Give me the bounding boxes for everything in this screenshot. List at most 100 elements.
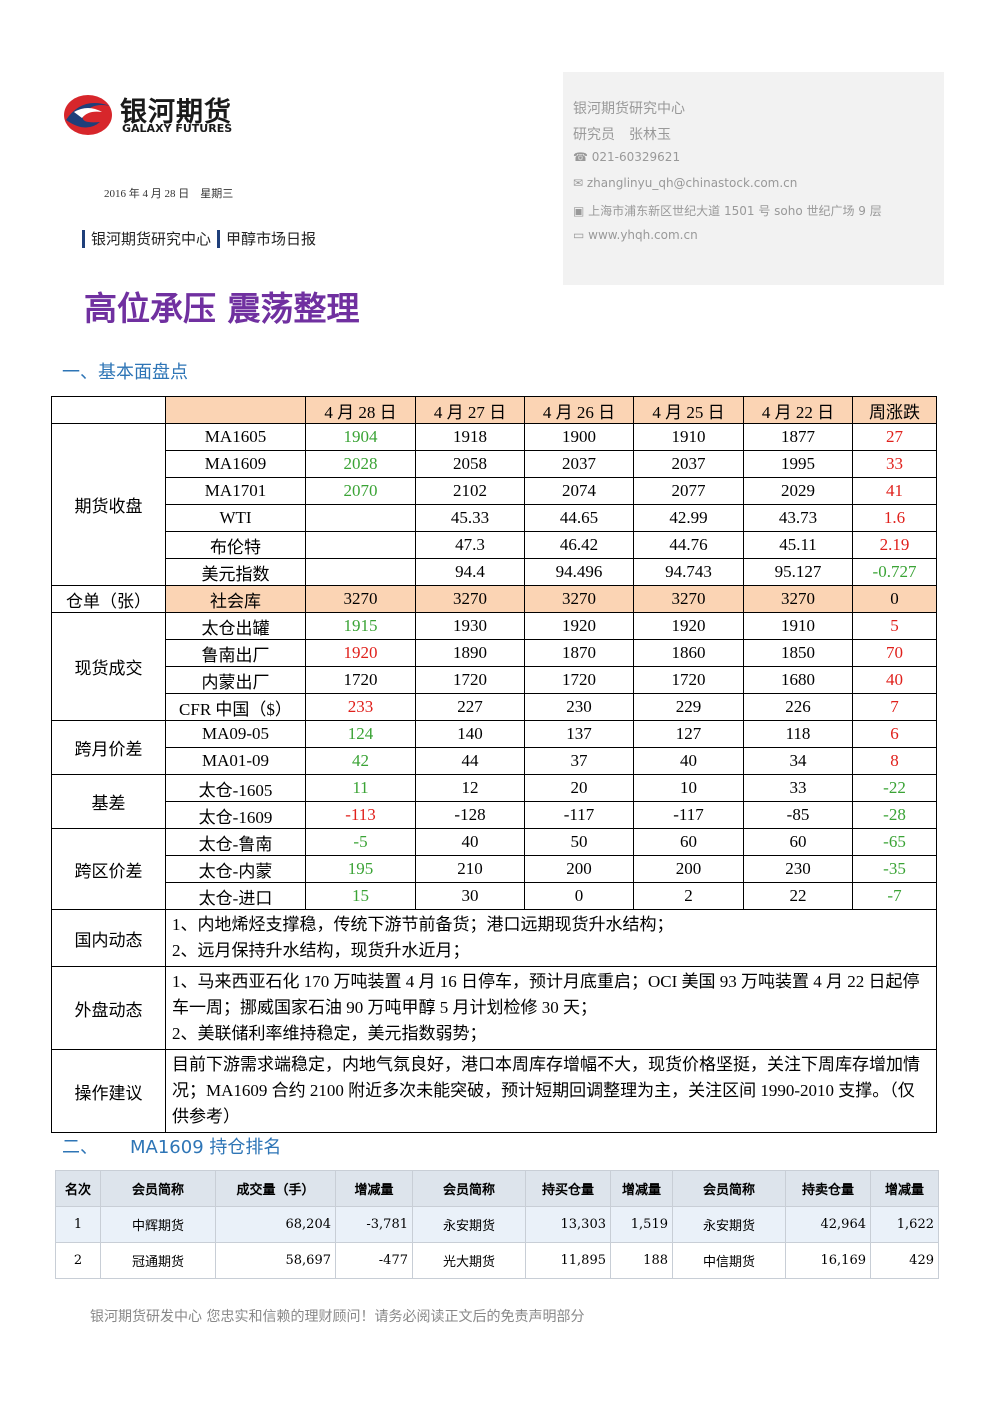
website: ▭ www.yhqh.com.cn	[573, 228, 698, 242]
cell: 30	[415, 882, 525, 910]
cell: 16,169	[785, 1242, 871, 1279]
cell: 200	[633, 855, 744, 883]
cell: 2070	[305, 477, 416, 505]
website-text: www.yhqh.com.cn	[588, 228, 698, 242]
row-label: MA01-09	[165, 747, 306, 775]
cell: 0	[852, 585, 937, 613]
row-label: 太仓-1605	[165, 774, 306, 802]
note-row: 外盘动态 1、马来西亚石化 170 万吨装置 4 月 16 日停车，预计月底重启；…	[51, 966, 937, 1050]
row-label: MA1605	[165, 423, 306, 451]
header-cell: 4 月 28 日	[305, 396, 416, 424]
section-heading: 一、基本面盘点	[62, 362, 188, 383]
cell: 118	[743, 720, 853, 748]
note-paragraph: 2、美联储利率维持稳定，美元指数弱势；	[172, 1024, 487, 1043]
cell: 永安期货	[412, 1206, 526, 1243]
cell: 1720	[633, 666, 744, 694]
header-cell: 增减量	[870, 1170, 939, 1207]
header-cell: 名次	[55, 1170, 101, 1207]
cell: 40	[852, 666, 937, 694]
note-paragraph: 1、内地烯烃支撑稳，传统下游节前备货；港口远期现货升水结构；	[172, 915, 674, 934]
cell: 3270	[524, 585, 634, 613]
cell: 2037	[633, 450, 744, 478]
data-row: 太仓-进口 15 30 0 2 22 -7	[52, 882, 937, 910]
cell: 2058	[415, 450, 525, 478]
row-label: 美元指数	[165, 558, 306, 586]
header-cell: 增减量	[610, 1170, 673, 1207]
cell: 226	[743, 693, 853, 721]
row-label: MA1701	[165, 477, 306, 505]
email: ✉ zhanglinyu_qh@chinastock.com.cn	[573, 176, 798, 190]
data-row: 基差 太仓-1605 11 12 20 10 33 -22	[51, 774, 937, 829]
cell: -128	[415, 801, 525, 829]
cell: -3,781	[335, 1206, 413, 1243]
cell	[305, 531, 416, 559]
note-paragraph: 2、远月保持升水结构，现货升水近月；	[172, 941, 470, 960]
cell: 127	[633, 720, 744, 748]
row-label: WTI	[165, 504, 306, 532]
cell: 124	[305, 720, 416, 748]
cell: 1915	[305, 612, 416, 640]
data-row: 布伦特 47.3 46.42 44.76 45.11 2.19	[52, 531, 937, 559]
cell: 45.11	[743, 531, 853, 559]
note-cell: 1、马来西亚石化 170 万吨装置 4 月 16 日停车，预计月底重启；OCI …	[165, 966, 937, 1050]
header-cell: 成交量（手）	[215, 1170, 336, 1207]
cell: 3270	[415, 585, 525, 613]
cell: 1720	[524, 666, 634, 694]
data-row: 仓单（张） 社会库 3270 3270 3270 3270 3270 0	[51, 585, 937, 613]
cell: 1680	[743, 666, 853, 694]
cell: 43.73	[743, 504, 853, 532]
cell: 永安期货	[672, 1206, 786, 1243]
cell: 45.33	[415, 504, 525, 532]
header-cell: 4 月 26 日	[524, 396, 634, 424]
row-label: MA1609	[165, 450, 306, 478]
footer: 银河期货研发中心 您忠实和信赖的理财顾问！请务必阅读正文后的免责声明部分	[90, 1309, 585, 1325]
phone-text: 021-60329621	[591, 150, 681, 164]
logo-english: GALAXY FUTURES	[122, 122, 233, 135]
cell: 233	[305, 693, 416, 721]
row-label: CFR 中国（$）	[165, 693, 306, 721]
cell: 140	[415, 720, 525, 748]
cell: 光大期货	[412, 1242, 526, 1279]
header-cell: 4 月 22 日	[743, 396, 853, 424]
cell: 94.496	[524, 558, 634, 586]
cell: 2102	[415, 477, 525, 505]
note-paragraph: 1、马来西亚石化 170 万吨装置 4 月 16 日停车，预计月底重启；OCI …	[172, 972, 920, 1017]
row-label: 布伦特	[165, 531, 306, 559]
logo-icon	[64, 95, 112, 135]
note-label: 操作建议	[51, 1049, 166, 1133]
data-row: MA1609 2028 2058 2037 2037 1995 33	[52, 450, 937, 478]
header-cell: 4 月 25 日	[633, 396, 744, 424]
data-row: WTI 45.33 44.65 42.99 43.73 1.6	[52, 504, 937, 532]
cell: 2028	[305, 450, 416, 478]
cell: 1920	[633, 612, 744, 640]
cell: 40	[633, 747, 744, 775]
cell: -65	[852, 828, 937, 856]
cell: 1850	[743, 639, 853, 667]
data-row: 鲁南出厂 1920 1890 1870 1860 1850 70	[52, 639, 937, 667]
note-row: 国内动态 1、内地烯烃支撑稳，传统下游节前备货；港口远期现货升水结构； 2、远月保持…	[51, 909, 937, 967]
cell	[305, 504, 416, 532]
cell: 229	[633, 693, 744, 721]
address-text: 上海市浦东新区世纪大道 1501 号 soho 世纪广场 9 层	[588, 204, 882, 218]
cell: 1877	[743, 423, 853, 451]
cell: 44	[415, 747, 525, 775]
cell: 200	[524, 855, 634, 883]
data-row: MA1701 2070 2102 2074 2077 2029 41	[52, 477, 937, 505]
cell: 2.19	[852, 531, 937, 559]
org: 银河期货研究中心	[573, 101, 685, 117]
email-text: zhanglinyu_qh@chinastock.com.cn	[586, 176, 798, 190]
cell: 1720	[415, 666, 525, 694]
row-label: 太仓-1609	[165, 801, 306, 829]
group-label: 基差	[51, 774, 166, 829]
cell: 227	[415, 693, 525, 721]
cell: 2077	[633, 477, 744, 505]
cell: 2037	[524, 450, 634, 478]
header-cell: 持买仓量	[525, 1170, 611, 1207]
data-row: 期货收盘 MA1605 1904 1918 1900 1910 1877 27	[51, 423, 937, 586]
cell: 13,303	[525, 1206, 611, 1243]
cell: 1920	[305, 639, 416, 667]
cell: 195	[305, 855, 416, 883]
cell: 7	[852, 693, 937, 721]
group-label: 现货成交	[51, 612, 166, 721]
row-label: 社会库	[165, 585, 306, 613]
